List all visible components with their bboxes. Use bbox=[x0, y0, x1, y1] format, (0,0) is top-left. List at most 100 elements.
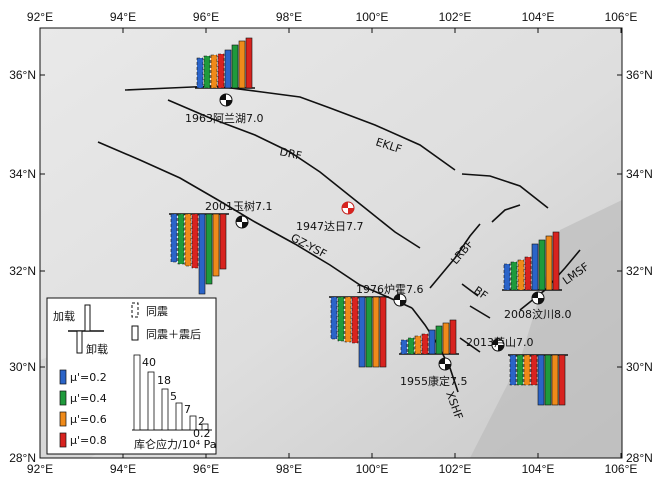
lat-label: 36°N bbox=[626, 68, 653, 82]
lon-labels-top: 92°E 94°E 96°E 98°E 100°E 102°E 104°E 10… bbox=[27, 10, 637, 24]
legend-copost-swatch bbox=[131, 325, 139, 341]
coseismic-bar bbox=[344, 296, 352, 343]
scale-bar-7 bbox=[175, 402, 183, 431]
copost-bar bbox=[379, 296, 387, 368]
lon-label: 104°E bbox=[522, 462, 555, 476]
legend-unload-bar bbox=[76, 330, 83, 354]
copost-bar bbox=[372, 296, 380, 368]
legend-mu-label: μ'=0.4 bbox=[70, 392, 107, 405]
beachball-luhuo bbox=[393, 293, 407, 307]
coseismic-bar bbox=[516, 354, 524, 386]
lon-label: 96°E bbox=[193, 462, 219, 476]
eq-label-kangding: 1955康定7.5 bbox=[400, 374, 468, 388]
copost-bar bbox=[552, 231, 560, 291]
legend: 加载 卸载 μ'=0.2 μ'=0.4 μ'=0.6 μ'=0.8 同震 同震＋… bbox=[46, 297, 217, 455]
coseismic-bar bbox=[177, 213, 185, 265]
lon-label: 94°E bbox=[110, 462, 136, 476]
fault-drf bbox=[167, 99, 421, 249]
legend-mu-label: μ'=0.8 bbox=[70, 434, 107, 447]
map-frame bbox=[39, 27, 623, 459]
scale-bar-5 bbox=[161, 388, 169, 431]
copost-bar bbox=[545, 235, 553, 291]
scale-label: 0.2 bbox=[193, 427, 211, 440]
legend-mu-label: μ'=0.6 bbox=[70, 413, 107, 426]
copost-bar bbox=[435, 325, 443, 355]
eq-label-wenchuan: 2008汶川8.0 bbox=[504, 307, 572, 321]
scale-bar-40 bbox=[133, 354, 141, 431]
coseismic-bar bbox=[524, 256, 532, 291]
copost-bar bbox=[442, 322, 450, 355]
copost-bar bbox=[198, 213, 206, 295]
coseismic-bar bbox=[170, 213, 178, 263]
copost-bar bbox=[205, 213, 213, 285]
legend-box bbox=[46, 297, 217, 455]
eq-label-dari: 1947达日7.7 bbox=[296, 220, 364, 233]
lon-label: 102°E bbox=[439, 10, 472, 24]
copost-bar bbox=[551, 354, 559, 406]
fault-gz-ysf bbox=[97, 141, 413, 309]
coseismic-bar bbox=[509, 354, 517, 386]
scale-label: 5 bbox=[170, 390, 177, 403]
lat-label: 30°N bbox=[626, 360, 653, 374]
coseismic-bar bbox=[530, 354, 538, 386]
bars-wenchuan bbox=[502, 231, 562, 291]
scale-label: 2 bbox=[198, 415, 205, 428]
bars-luhuo bbox=[329, 296, 389, 368]
legend-swatch bbox=[59, 411, 67, 427]
coseismic-bar bbox=[184, 213, 192, 267]
fault-minor bbox=[459, 337, 481, 353]
lat-labels-left: 28°N 30°N 32°N 34°N 36°N bbox=[9, 68, 36, 465]
lon-label: 92°E bbox=[27, 462, 53, 476]
lat-labels-right: 28°N 30°N 32°N 34°N 36°N bbox=[626, 68, 653, 465]
coseismic-bar bbox=[510, 261, 518, 291]
beachball-yushu bbox=[235, 215, 249, 229]
copost-bar bbox=[558, 354, 566, 406]
copost-bar bbox=[428, 329, 436, 355]
legend-copost-label: 同震＋震后 bbox=[146, 328, 201, 341]
coseismic-bar bbox=[203, 55, 211, 89]
coseismic-bar bbox=[337, 296, 345, 342]
legend-coseismic-swatch bbox=[131, 302, 139, 318]
fault-eklf bbox=[124, 85, 456, 171]
beachballs bbox=[219, 93, 545, 371]
copost-bar bbox=[531, 243, 539, 291]
legend-mu-label: μ'=0.2 bbox=[70, 371, 107, 384]
beachball-alan bbox=[219, 93, 233, 107]
scale-label: 7 bbox=[184, 403, 191, 416]
copost-bar bbox=[537, 354, 545, 406]
coseismic-bar bbox=[407, 337, 415, 355]
lon-label: 98°E bbox=[276, 10, 302, 24]
earthquake-labels: 1963阿兰湖7.0 1947达日7.7 2001玉树7.1 1976炉霍7.6… bbox=[185, 112, 572, 388]
copost-bar bbox=[219, 213, 227, 270]
coseismic-bar bbox=[400, 339, 408, 355]
coseismic-bar bbox=[217, 53, 225, 89]
coseismic-bar bbox=[517, 259, 525, 291]
scale-title: 库仑应力/10⁴ Pa bbox=[134, 437, 217, 451]
fault-lrbf bbox=[429, 223, 481, 289]
lat-label: 28°N bbox=[9, 451, 36, 465]
lon-label: 106°E bbox=[605, 462, 638, 476]
coseismic-bar bbox=[191, 213, 199, 269]
coseismic-bar bbox=[523, 354, 531, 386]
copost-bar bbox=[358, 296, 366, 368]
coseismic-bar bbox=[196, 57, 204, 89]
coseismic-bar bbox=[421, 333, 429, 355]
lat-label: 34°N bbox=[626, 167, 653, 181]
scale-bar-02 bbox=[201, 423, 209, 431]
copost-bar bbox=[365, 296, 373, 368]
eq-label-luhuo: 1976炉霍7.6 bbox=[356, 283, 424, 296]
bars-alan bbox=[195, 37, 255, 89]
fault-lrbf-north bbox=[491, 204, 521, 223]
lon-label: 106°E bbox=[605, 10, 638, 24]
copost-bar bbox=[212, 213, 220, 277]
fault-label-drf: DRF bbox=[278, 145, 303, 162]
copost-bar bbox=[224, 49, 232, 89]
stress-bar-groups bbox=[169, 37, 568, 406]
legend-unload-label: 卸载 bbox=[86, 342, 108, 356]
lon-label: 98°E bbox=[276, 462, 302, 476]
copost-bar bbox=[449, 319, 457, 355]
bars-kangding bbox=[399, 319, 459, 355]
fault-eklf-east bbox=[461, 173, 549, 209]
eq-label-alan: 1963阿兰湖7.0 bbox=[185, 112, 264, 125]
